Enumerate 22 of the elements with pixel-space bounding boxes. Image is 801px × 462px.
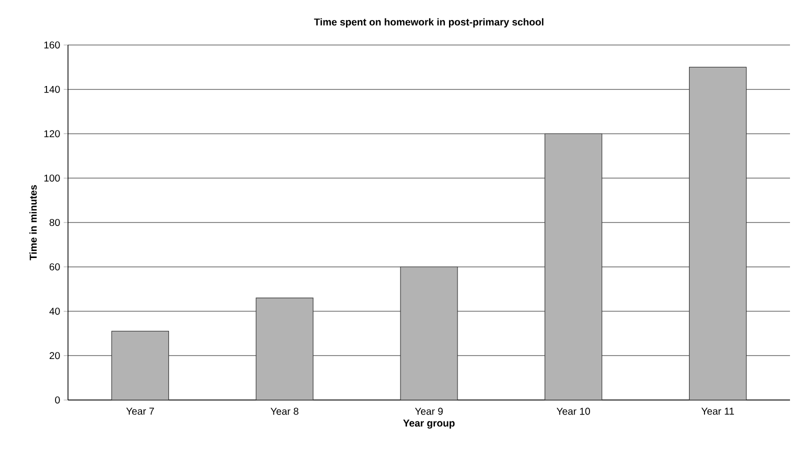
bar xyxy=(111,330,169,400)
bar xyxy=(689,66,747,400)
x-tick-label: Year 11 xyxy=(701,408,734,415)
bar xyxy=(544,133,602,400)
y-tick-label: 160 xyxy=(44,41,60,49)
y-tick-label: 20 xyxy=(50,352,60,360)
y-tick-label: 40 xyxy=(49,308,60,315)
y-tick-label: 140 xyxy=(44,86,60,93)
x-tick-label: Year 7 xyxy=(126,408,154,415)
chart-title: Time spent on homework in post-primary school xyxy=(314,18,544,28)
y-tick-label: 120 xyxy=(44,130,60,138)
bar xyxy=(400,266,458,400)
x-tick-label: Year 9 xyxy=(415,408,443,415)
y-axis-title: Time in minutes xyxy=(29,185,37,260)
y-tick-label: 80 xyxy=(50,218,60,226)
y-tick-label: 0 xyxy=(55,396,60,404)
bar xyxy=(256,298,314,400)
y-tick-label: 60 xyxy=(50,263,60,270)
x-axis-title: Year group xyxy=(403,420,455,429)
x-tick-label: Year 10 xyxy=(556,408,590,415)
y-tick-label: 100 xyxy=(44,174,60,182)
x-tick-label: Year 8 xyxy=(270,408,298,415)
